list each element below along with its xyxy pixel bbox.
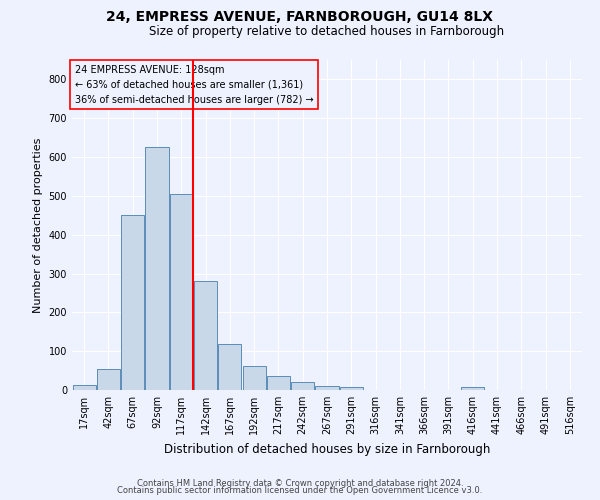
Y-axis label: Number of detached properties: Number of detached properties xyxy=(33,138,43,312)
Bar xyxy=(267,376,290,390)
Bar xyxy=(291,382,314,390)
Bar xyxy=(194,282,217,390)
Bar xyxy=(340,388,363,390)
Bar xyxy=(73,385,95,390)
Bar xyxy=(242,366,266,390)
Bar xyxy=(316,386,338,390)
Text: 24, EMPRESS AVENUE, FARNBOROUGH, GU14 8LX: 24, EMPRESS AVENUE, FARNBOROUGH, GU14 8L… xyxy=(107,10,493,24)
Bar xyxy=(145,148,169,390)
Bar xyxy=(461,387,484,390)
Bar xyxy=(121,216,144,390)
Text: Contains HM Land Registry data © Crown copyright and database right 2024.: Contains HM Land Registry data © Crown c… xyxy=(137,478,463,488)
Text: 24 EMPRESS AVENUE: 128sqm
← 63% of detached houses are smaller (1,361)
36% of se: 24 EMPRESS AVENUE: 128sqm ← 63% of detac… xyxy=(74,65,313,104)
Bar xyxy=(97,368,120,390)
X-axis label: Distribution of detached houses by size in Farnborough: Distribution of detached houses by size … xyxy=(164,442,490,456)
Text: Contains public sector information licensed under the Open Government Licence v3: Contains public sector information licen… xyxy=(118,486,482,495)
Bar xyxy=(218,344,241,390)
Title: Size of property relative to detached houses in Farnborough: Size of property relative to detached ho… xyxy=(149,25,505,38)
Bar xyxy=(170,194,193,390)
